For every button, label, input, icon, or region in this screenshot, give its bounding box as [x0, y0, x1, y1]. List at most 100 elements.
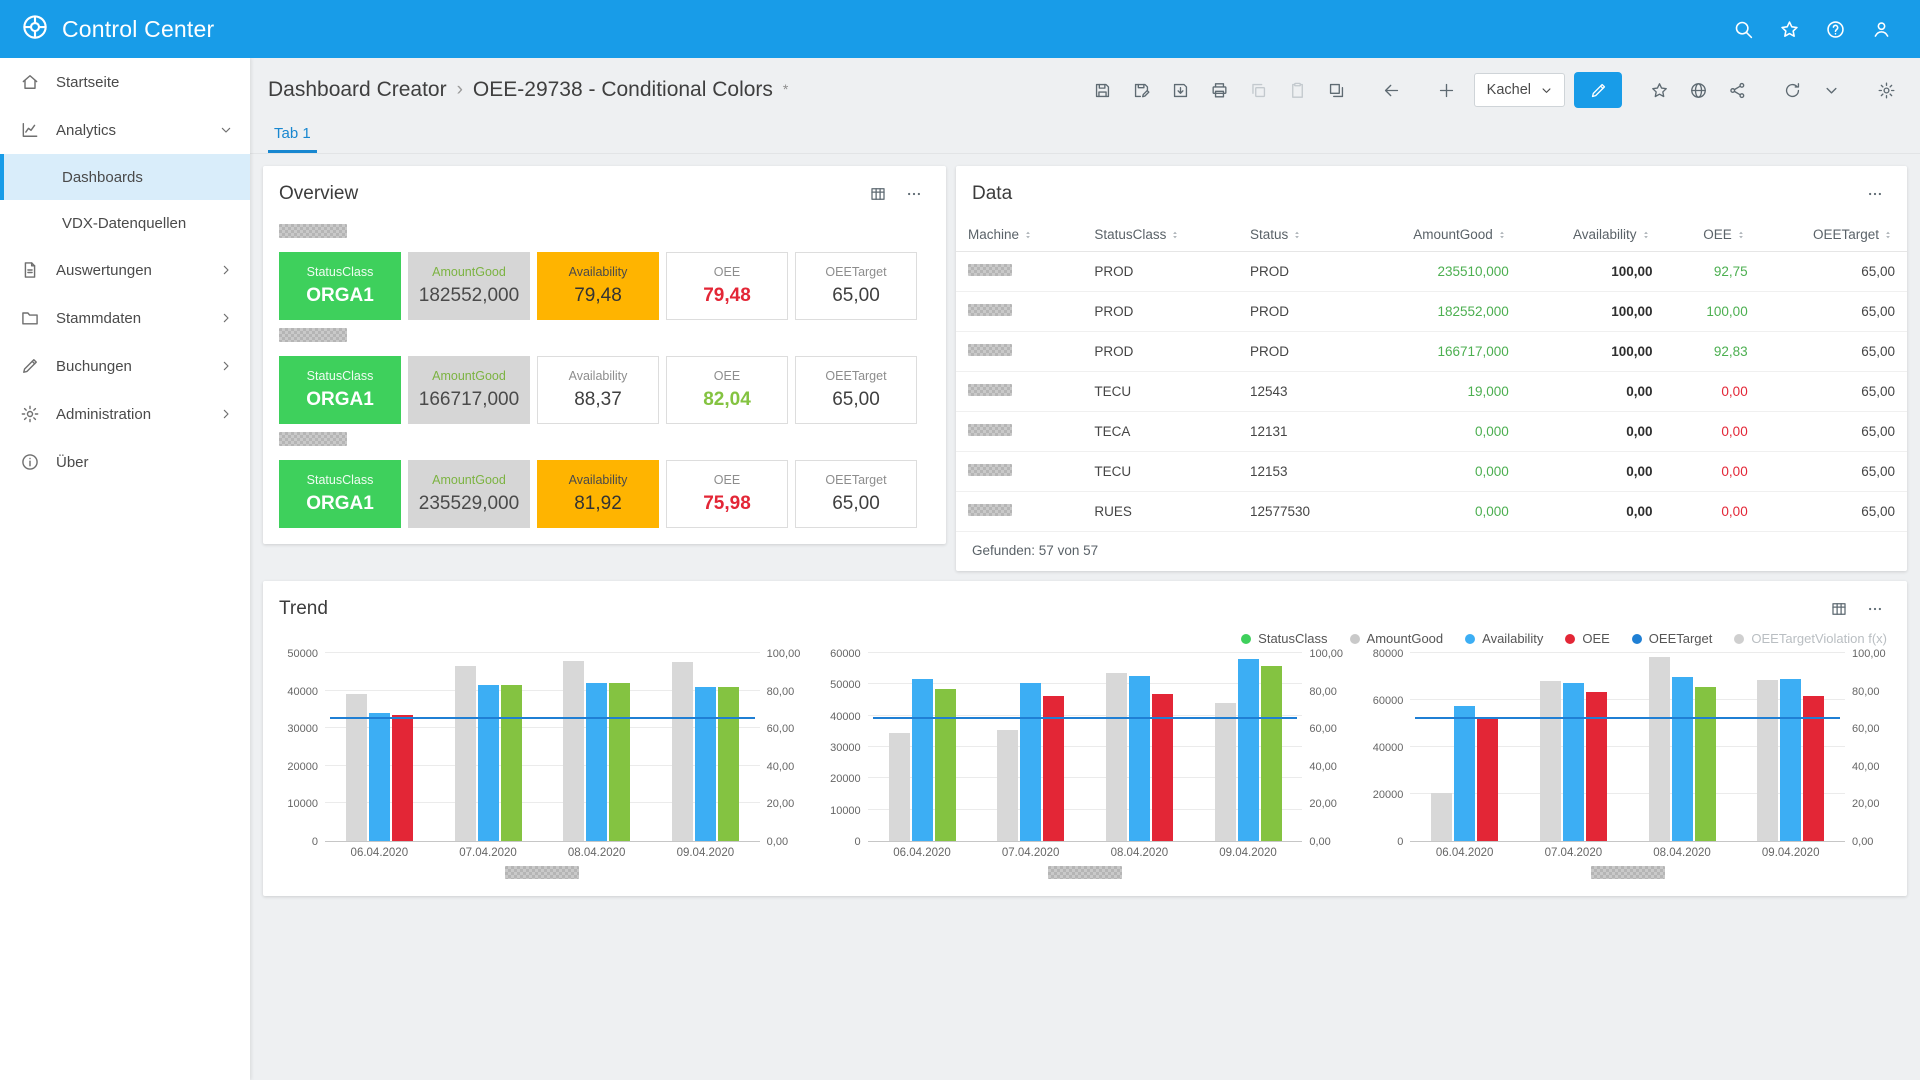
toolbar-save-as-button[interactable]: [1124, 74, 1160, 106]
topbar-help-button[interactable]: [1816, 10, 1854, 48]
kpi-tile-amountgood[interactable]: AmountGood182552,000: [408, 252, 530, 320]
cell-availability: 0,00: [1521, 412, 1665, 452]
column-header-status[interactable]: Status: [1238, 218, 1355, 252]
y-axis-left: 0100002000030000400005000060000: [822, 654, 868, 842]
table-row[interactable]: TECA121310,0000,000,0065,00: [956, 412, 1907, 452]
y-axis-label: 80,00: [1309, 686, 1337, 698]
pencil-icon: [20, 356, 40, 376]
app-logo[interactable]: [20, 12, 50, 47]
table-row[interactable]: PRODPROD182552,000100,00100,0065,00: [956, 292, 1907, 332]
sidebar-item-vdx-datenquellen[interactable]: VDX-Datenquellen: [0, 200, 250, 246]
toolbar-refresh-button[interactable]: [1774, 74, 1810, 106]
y-axis-label: 20,00: [767, 798, 795, 810]
duplicate-icon: [1327, 81, 1346, 100]
topbar-search-button[interactable]: [1724, 10, 1762, 48]
toolbar-favorite-button[interactable]: [1641, 74, 1677, 106]
redacted-machine-name: [968, 344, 1012, 356]
legend-item-statusclass[interactable]: StatusClass: [1241, 631, 1327, 646]
toolbar-kachel-dropdown[interactable]: Kachel: [1474, 73, 1565, 107]
breadcrumb-root[interactable]: Dashboard Creator: [268, 78, 447, 102]
legend-item-oeetargetviolation-f-x[interactable]: OEETargetViolation f(x): [1734, 631, 1887, 646]
toolbar-paste-button[interactable]: [1280, 74, 1316, 106]
kpi-tile-oeetarget[interactable]: OEETarget65,00: [795, 460, 917, 528]
kpi-tile-oeetarget[interactable]: OEETarget65,00: [795, 252, 917, 320]
toolbar-add-tile-button[interactable]: [1429, 74, 1465, 106]
column-header-oeetarget[interactable]: OEETarget: [1760, 218, 1907, 252]
toolbar-share-button[interactable]: [1719, 74, 1755, 106]
redacted-slicer-label: [279, 432, 347, 446]
y-axis-label: 40,00: [1852, 761, 1880, 773]
refresh-icon: [1783, 81, 1802, 100]
legend-item-oee[interactable]: OEE: [1565, 631, 1609, 646]
column-header-statusclass[interactable]: StatusClass: [1082, 218, 1238, 252]
amountgood-bar: [1215, 703, 1236, 841]
table-row[interactable]: TECU1254319,0000,000,0065,00: [956, 372, 1907, 412]
overview-menu-button[interactable]: [896, 178, 932, 210]
sidebar-item-auswertungen[interactable]: Auswertungen: [0, 246, 250, 294]
toolbar-more-button[interactable]: [1813, 74, 1849, 106]
toolbar-save-button[interactable]: [1085, 74, 1121, 106]
cell-oeetarget: 65,00: [1760, 372, 1907, 412]
save-icon: [1093, 81, 1112, 100]
kpi-tile-amountgood[interactable]: AmountGood166717,000: [408, 356, 530, 424]
sidebar-item-stammdaten[interactable]: Stammdaten: [0, 294, 250, 342]
column-header-machine[interactable]: Machine: [956, 218, 1082, 252]
table-row[interactable]: RUES125775300,0000,000,0065,00: [956, 492, 1907, 532]
legend-label: OEETargetViolation f(x): [1751, 631, 1887, 646]
bar-group: [325, 654, 434, 841]
sidebar-item-buchungen[interactable]: Buchungen: [0, 342, 250, 390]
data-menu-button[interactable]: [1857, 178, 1893, 210]
column-header-oee[interactable]: OEE: [1665, 218, 1760, 252]
legend-item-amountgood[interactable]: AmountGood: [1350, 631, 1444, 646]
kpi-tile-statusclass[interactable]: StatusClassORGA1: [279, 356, 401, 424]
column-header-amountgood[interactable]: AmountGood: [1355, 218, 1521, 252]
cell-status: 12543: [1238, 372, 1355, 412]
sidebar-item-administration[interactable]: Administration: [0, 390, 250, 438]
page-header: Dashboard Creator › OEE-29738 - Conditio…: [250, 58, 1920, 110]
sidebar-item-label: Analytics: [56, 122, 116, 139]
kpi-tile-oee[interactable]: OEE75,98: [666, 460, 788, 528]
sidebar-item-uber[interactable]: Über: [0, 438, 250, 486]
toolbar-copy-button[interactable]: [1241, 74, 1277, 106]
kpi-tile-availability[interactable]: Availability88,37: [537, 356, 659, 424]
table-row[interactable]: PRODPROD235510,000100,0092,7565,00: [956, 252, 1907, 292]
kpi-tile-availability[interactable]: Availability81,92: [537, 460, 659, 528]
sidebar-item-analytics[interactable]: Analytics: [0, 106, 250, 154]
legend-item-oeetarget[interactable]: OEETarget: [1632, 631, 1713, 646]
kpi-tile-statusclass[interactable]: StatusClassORGA1: [279, 460, 401, 528]
kpi-tile-availability[interactable]: Availability79,48: [537, 252, 659, 320]
kpi-tile-oeetarget[interactable]: OEETarget65,00: [795, 356, 917, 424]
chevron-right-icon: [218, 310, 234, 326]
trend-menu-button[interactable]: [1857, 593, 1893, 625]
table-row[interactable]: TECU121530,0000,000,0065,00: [956, 452, 1907, 492]
overview-table-view-button[interactable]: [860, 178, 896, 210]
kpi-tile-amountgood[interactable]: AmountGood235529,000: [408, 460, 530, 528]
toolbar-print-button[interactable]: [1202, 74, 1238, 106]
overview-actions: [860, 178, 932, 210]
column-label: Availability: [1573, 227, 1637, 242]
legend-item-availability[interactable]: Availability: [1465, 631, 1543, 646]
toolbar-back-button[interactable]: [1374, 74, 1410, 106]
sidebar-item-dashboards[interactable]: Dashboards: [0, 154, 250, 200]
kpi-tile-oee[interactable]: OEE82,04: [666, 356, 788, 424]
kpi-tile-statusclass[interactable]: StatusClassORGA1: [279, 252, 401, 320]
topbar-user-button[interactable]: [1862, 10, 1900, 48]
topbar-star-button[interactable]: [1770, 10, 1808, 48]
toolbar-save-export-button[interactable]: [1163, 74, 1199, 106]
tab-tab-1[interactable]: Tab 1: [268, 116, 317, 153]
cell-statusclass: TECU: [1082, 372, 1238, 412]
dashboard-content: Overview StatusClassORGA1AmountGood18255…: [250, 154, 1920, 896]
availability-bar: [1020, 683, 1041, 841]
sidebar-item-startseite[interactable]: Startseite: [0, 58, 250, 106]
toolbar-settings-button[interactable]: [1868, 74, 1904, 106]
y-axis-label: 20,00: [1852, 798, 1880, 810]
table-row[interactable]: PRODPROD166717,000100,0092,8365,00: [956, 332, 1907, 372]
toolbar-publish-button[interactable]: [1680, 74, 1716, 106]
toolbar-duplicate-button[interactable]: [1319, 74, 1355, 106]
trend-table-view-button[interactable]: [1821, 593, 1857, 625]
report-icon: [20, 260, 40, 280]
kpi-tile-oee[interactable]: OEE79,48: [666, 252, 788, 320]
column-header-availability[interactable]: Availability: [1521, 218, 1665, 252]
toolbar-edit-button[interactable]: [1574, 72, 1622, 108]
y-axis-label: 100,00: [1309, 648, 1343, 660]
